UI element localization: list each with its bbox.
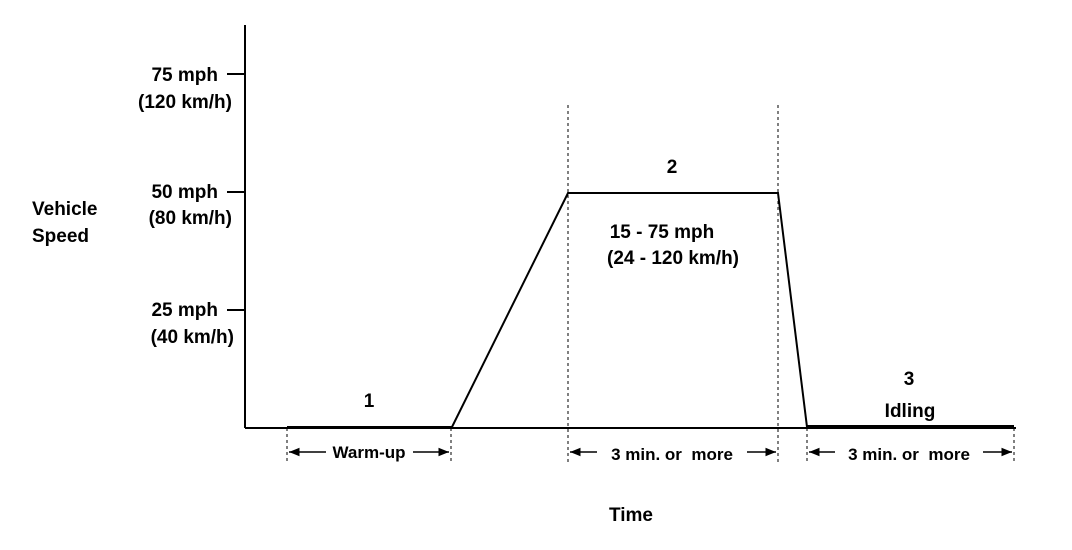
cruise-interval-label: 3 min. or more [611,445,733,464]
phase-2-number: 2 [667,157,678,178]
y-axis-title-line1: Vehicle [32,199,98,220]
y-tick-label-50-kmh: (80 km/h) [149,208,232,229]
phase-3-number: 3 [904,369,915,390]
y-tick-label-50-mph: 50 mph [151,182,218,203]
idle-label: Idling [885,401,936,422]
y-tick-label-25-mph: 25 mph [151,300,218,321]
cruise-range-kmh: (24 - 120 km/h) [607,248,739,269]
warmup-interval-label: Warm-up [332,443,405,462]
speed-profile-line [287,192,808,428]
y-tick-label-75-kmh: (120 km/h) [138,92,232,113]
phase-1-number: 1 [364,391,375,412]
x-axis-title: Time [609,505,653,526]
y-tick-label-25-kmh: (40 km/h) [151,327,234,348]
y-tick-label-75-mph: 75 mph [151,65,218,86]
idle-interval-label: 3 min. or more [848,445,970,464]
y-axis-title-line2: Speed [32,226,89,247]
cruise-range-mph: 15 - 75 mph [610,222,715,243]
